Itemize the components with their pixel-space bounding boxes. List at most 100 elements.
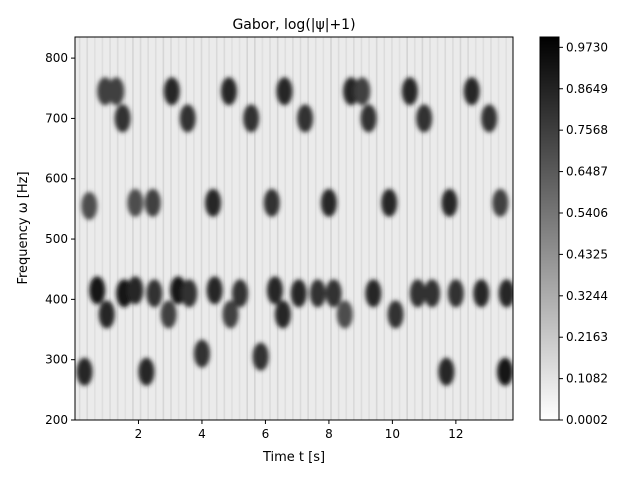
texture-stripe	[78, 37, 81, 420]
texture-stripe	[330, 37, 332, 420]
texture-stripe	[154, 37, 157, 420]
heatmap-cell	[336, 300, 353, 329]
plot-frame	[74, 36, 514, 421]
heatmap-cell	[193, 339, 210, 368]
texture-stripe	[322, 37, 325, 420]
y-axis-label: Frequency ω [Hz]	[16, 171, 31, 284]
texture-stripe	[86, 37, 89, 420]
heatmap-cell	[387, 300, 404, 329]
texture-stripe	[223, 37, 226, 420]
y-tick-label: 400	[45, 292, 68, 306]
heatmap-cell	[163, 77, 180, 106]
texture-stripe	[444, 37, 447, 420]
heatmap-cell	[108, 77, 125, 106]
heatmap-cell	[290, 279, 307, 308]
heatmap-cell	[89, 276, 106, 305]
texture-stripe	[360, 37, 363, 420]
heatmap-cell	[447, 279, 464, 308]
heatmap-texture	[78, 37, 507, 420]
heatmap-cell	[309, 279, 326, 308]
colorbar-tick-label: 0.7568	[566, 123, 608, 137]
heatmap-cell	[97, 77, 114, 106]
heatmap-cell	[266, 276, 283, 305]
texture-stripe	[94, 37, 96, 420]
colorbar-ticks: 0.0002 0.1082 0.2163 0.3244 0.4325 0.5406 0.64…	[559, 40, 608, 427]
y-axis-ticks: 200 300 400 500 600 700 800	[45, 51, 75, 427]
texture-stripe	[353, 37, 355, 420]
heatmap-cell	[297, 104, 314, 133]
texture-stripe	[269, 37, 271, 420]
plot-area	[74, 36, 514, 421]
heatmap-cell	[360, 104, 377, 133]
heatmap-cell	[220, 77, 237, 106]
texture-stripe	[132, 37, 134, 420]
heatmap-cell	[206, 276, 223, 305]
heatmap-cell	[138, 357, 155, 386]
texture-stripe	[231, 37, 233, 420]
heatmap-cell	[144, 188, 161, 217]
x-tick-label: 10	[385, 427, 400, 441]
texture-stripe	[147, 37, 149, 420]
heatmap-cell	[76, 357, 93, 386]
chart-title: Gabor, log(|ψ|+1)	[232, 17, 355, 33]
colorbar-tick-label: 0.4325	[566, 247, 608, 261]
texture-stripe	[261, 37, 264, 420]
heatmap-cell	[473, 279, 490, 308]
heatmap-cell	[463, 77, 480, 106]
heatmap-cell	[146, 279, 163, 308]
texture-stripe	[292, 37, 294, 420]
texture-stripe	[436, 37, 439, 420]
y-tick-label: 500	[45, 232, 68, 246]
heatmap-cell	[160, 300, 177, 329]
texture-stripe	[299, 37, 302, 420]
texture-stripe	[215, 37, 218, 420]
texture-stripe	[467, 37, 469, 420]
texture-stripe	[505, 37, 507, 420]
colorbar-tick-label: 0.0002	[566, 413, 608, 427]
texture-stripe	[193, 37, 195, 420]
texture-stripe	[429, 37, 431, 420]
colorbar-tick-label: 0.5406	[566, 206, 608, 220]
texture-stripe	[368, 37, 370, 420]
heatmap-cell	[320, 188, 337, 217]
x-axis-ticks: 2 4 6 8 10 12	[135, 420, 464, 441]
heatmap-cell	[127, 188, 144, 217]
heatmap-cell	[243, 104, 260, 133]
heatmap-cell	[232, 279, 249, 308]
texture-stripe	[375, 37, 378, 420]
heatmap-cell	[343, 77, 360, 106]
y-tick-label: 800	[45, 51, 68, 65]
x-tick-label: 8	[325, 427, 333, 441]
texture-stripe	[345, 37, 348, 420]
texture-stripe	[337, 37, 340, 420]
texture-stripe	[200, 37, 203, 420]
texture-stripe	[474, 37, 477, 420]
heatmap-cell	[424, 279, 441, 308]
heatmap-cell	[274, 300, 291, 329]
texture-stripe	[452, 37, 454, 420]
texture-stripe	[109, 37, 111, 420]
colorbar-tick-label: 0.9730	[566, 40, 608, 54]
heatmap-cell	[181, 279, 198, 308]
heatmap-background	[75, 37, 513, 420]
heatmap-cell	[401, 77, 418, 106]
texture-stripe	[383, 37, 386, 420]
texture-stripe	[314, 37, 317, 420]
heatmap-cell	[354, 77, 371, 106]
texture-stripe	[276, 37, 279, 420]
texture-stripe	[238, 37, 241, 420]
colorbar-tick-label: 0.6487	[566, 165, 608, 179]
x-tick-label: 6	[262, 427, 270, 441]
heatmap-cell	[325, 279, 342, 308]
heatmap-cell	[492, 188, 509, 217]
heatmap-cell	[497, 357, 513, 386]
y-tick-label: 200	[45, 413, 68, 427]
colorbar-tick-label: 0.8649	[566, 82, 608, 96]
texture-stripe	[177, 37, 180, 420]
colorbar-tick-label: 0.1082	[566, 372, 608, 386]
heatmap-cell	[276, 77, 293, 106]
texture-stripe	[170, 37, 172, 420]
y-tick-label: 700	[45, 111, 68, 125]
texture-stripe	[490, 37, 492, 420]
